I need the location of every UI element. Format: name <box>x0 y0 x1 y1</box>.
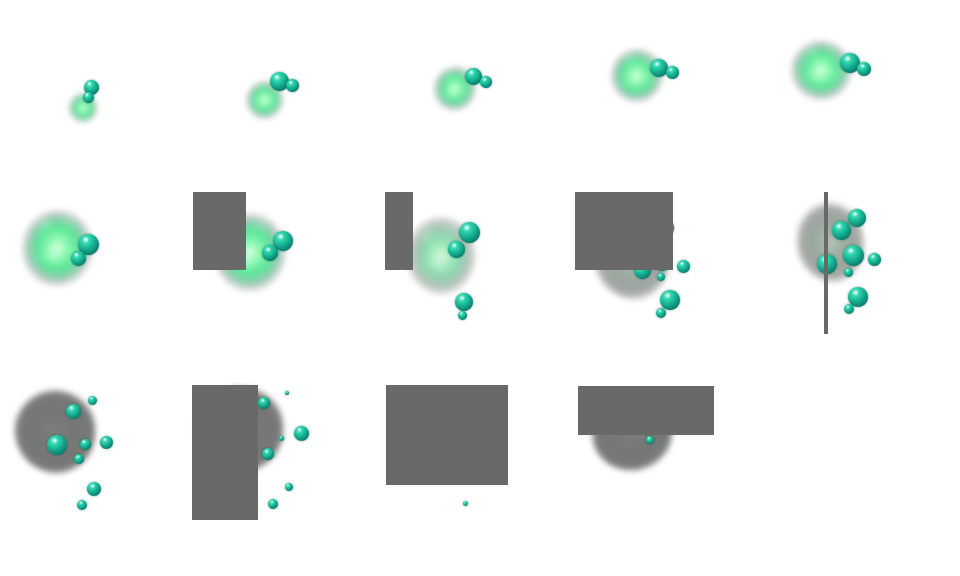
cell-sphere <box>268 499 278 509</box>
occluder-rect <box>575 192 673 270</box>
cell-sphere <box>87 395 97 405</box>
cell-sphere <box>83 79 99 95</box>
occluder-line <box>824 192 828 334</box>
cell-sphere <box>74 454 84 464</box>
cell-sphere <box>285 78 299 92</box>
cell-sphere <box>831 220 851 240</box>
cell-sphere <box>657 273 665 281</box>
cell-sphere <box>293 425 309 441</box>
cell-sphere <box>650 59 668 77</box>
cell-sphere <box>79 438 91 450</box>
cell-sphere <box>843 267 853 277</box>
cell-sphere <box>99 435 113 449</box>
cell-sphere <box>480 76 492 88</box>
cell-sphere <box>848 287 868 307</box>
occluder-rect <box>193 192 246 270</box>
cell-sphere <box>458 221 480 243</box>
cell-sphere <box>660 290 680 310</box>
occluder-rect <box>385 192 413 270</box>
cell-sphere <box>278 435 284 441</box>
cell-sphere <box>457 310 467 320</box>
cell-sphere <box>70 250 86 266</box>
cell-sphere <box>842 244 864 266</box>
cell-sphere <box>87 482 101 496</box>
occluder-rect <box>386 385 508 485</box>
cell-sphere <box>840 53 860 73</box>
cell-sphere <box>77 233 99 255</box>
occluder-rect <box>192 385 258 520</box>
cell-sphere <box>65 403 81 419</box>
cell-sphere <box>665 65 679 79</box>
cell-sphere <box>676 259 690 273</box>
cell-sphere <box>82 91 94 103</box>
cell-sphere <box>285 483 293 491</box>
cell-sphere <box>867 252 881 266</box>
cell-sphere <box>285 391 289 395</box>
cell-sphere <box>656 308 666 318</box>
cell-sphere <box>646 436 654 444</box>
cell-sphere <box>447 240 465 258</box>
cell-sphere <box>462 500 468 506</box>
occluder-rect <box>578 386 714 435</box>
cell-sphere <box>857 62 871 76</box>
cell-sphere <box>47 435 67 455</box>
cell-sphere <box>258 397 270 409</box>
cell-sphere <box>464 67 482 85</box>
cell-sphere <box>269 71 289 91</box>
cell-sphere <box>262 245 278 261</box>
cell-sphere <box>273 231 293 251</box>
cell-sphere <box>77 500 87 510</box>
cell-sphere <box>848 209 866 227</box>
cell-sphere <box>455 293 473 311</box>
cell-sphere <box>844 304 854 314</box>
cell-sphere <box>262 448 274 460</box>
